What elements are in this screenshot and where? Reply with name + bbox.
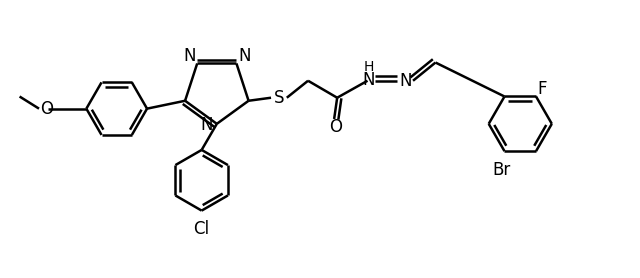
Text: N: N — [399, 72, 412, 90]
Text: N: N — [201, 116, 213, 134]
Text: N: N — [183, 46, 196, 64]
Text: S: S — [274, 89, 284, 107]
Text: O: O — [40, 100, 52, 118]
Text: F: F — [538, 80, 547, 98]
Text: Cl: Cl — [193, 220, 210, 238]
Text: O: O — [329, 118, 342, 136]
Text: N: N — [238, 46, 251, 64]
Text: Br: Br — [492, 162, 511, 180]
Text: H: H — [364, 60, 374, 75]
Text: N: N — [362, 71, 375, 88]
